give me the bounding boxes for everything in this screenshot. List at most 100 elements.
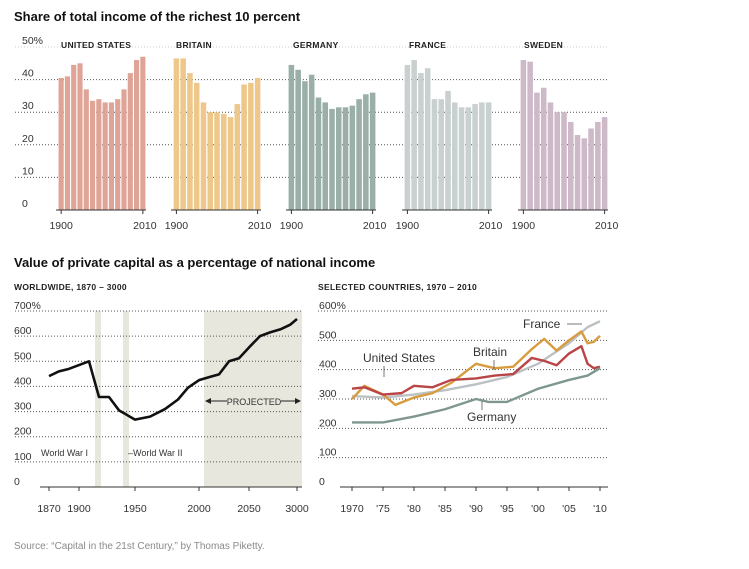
share-bar [438,99,445,210]
share-bar [248,82,254,210]
worldwide-y-tick-label: 400 [14,375,32,387]
source-note: Source: “Capital in the 21st Century,” b… [14,541,265,552]
projected-shade [204,311,302,487]
share-y-tick-label: 40 [22,68,34,80]
projected-annotation: PROJECTED [227,397,282,407]
share-bar [363,94,369,210]
share-bar [595,121,601,210]
share-bar [220,113,227,210]
united-states-label: United States [363,351,435,365]
share-bar [58,77,64,210]
share-x-tick-label: 1900 [280,220,304,232]
france-label: France [523,317,561,331]
share-bar [295,69,301,210]
worldwide-x-tick-label: 1900 [67,503,91,515]
selected-x-tick-label: '90 [469,503,483,515]
selected-x-tick-label: '75 [376,503,390,515]
worldwide-x-tick-label: 3000 [285,503,309,515]
share-x-tick-label: 2010 [363,220,387,232]
worldwide-y-tick-label: 200 [14,426,32,438]
selected-y-tick-label: 200 [319,417,337,429]
selected-x-tick-label: '95 [500,503,514,515]
share-bar [180,58,186,210]
share-y-tick-label: 30 [22,100,34,112]
selected-x-tick-label: 1970 [340,503,364,515]
share-bar [64,76,71,210]
share-bar [540,87,547,210]
worldwide-x-tick-label: 2050 [237,503,261,515]
selected-y-tick-label: 400 [319,359,337,371]
share-bar [89,100,96,210]
selected-y-tick-label: 600% [319,300,346,312]
share-bar [193,82,200,210]
share-bar [601,117,608,210]
selected-x-tick-label: '05 [562,503,576,515]
share-bar [472,104,478,210]
share-bar [445,91,451,210]
worldwide-subtitle: WORLDWIDE, 1870 – 3000 [14,282,127,292]
share-bar [574,135,581,210]
share-bar [369,92,376,210]
selected-x-tick-label: '00 [531,503,545,515]
share-x-tick-label: 2010 [133,220,157,232]
share-bar [127,73,133,210]
share-bar [102,102,108,210]
worldwide-x-tick-label: 1870 [37,503,61,515]
share-bar [108,102,115,210]
worldwide-y-tick-label: 500 [14,350,32,362]
share-bar [356,99,362,210]
share-bar [96,99,102,210]
britain-label: Britain [473,345,507,359]
share-x-tick-label: 1900 [165,220,189,232]
share-x-tick-label: 1900 [49,220,73,232]
share-bar [458,107,465,210]
share-bar [534,92,540,210]
projected-arrowhead-right [295,398,301,404]
share-bar [227,117,234,210]
worldwide-y-tick-label: 600 [14,325,32,337]
worldwide-y-tick-label: 100 [14,451,32,463]
worldwide-y-tick-label: 0 [14,476,20,488]
share-bar [485,102,492,210]
share-x-tick-label: 1900 [512,220,536,232]
capital-chart-title: Value of private capital as a percentage… [14,255,376,270]
share-bar [451,102,458,210]
share-bar [77,63,83,210]
share-x-tick-label: 1900 [396,220,420,232]
worldwide-y-tick-label: 300 [14,401,32,413]
share-bar [349,105,356,210]
share-bar [554,112,561,210]
share-panel-label: GERMANY [293,40,339,50]
share-bar [411,60,417,210]
share-bar [254,77,261,210]
selected-y-tick-label: 0 [319,476,325,488]
share-bar [567,121,574,210]
worldwide-y-tick-label: 700% [14,300,41,312]
share-x-tick-label: 2010 [479,220,503,232]
world-war-ii-annotation: –World War II [128,448,183,458]
selected-x-tick-label: '80 [407,503,421,515]
worldwide-capital-line [48,318,298,421]
share-bar [315,97,322,210]
selected-x-tick-label: '85 [438,503,452,515]
selected-y-tick-label: 300 [319,388,337,400]
share-y-tick-label: 0 [22,198,28,210]
share-bar [329,108,335,210]
share-panel-label: UNITED STATES [61,40,131,50]
britain-line [351,330,601,407]
share-bar [288,64,295,211]
share-bar [335,107,342,210]
share-panel-label: SWEDEN [524,40,563,50]
share-bar [200,102,207,210]
share-bar [71,64,77,211]
share-bar [561,112,567,210]
share-bar [547,102,554,210]
share-bar [140,56,146,210]
projected-arrowhead-left [205,398,211,404]
share-bar [431,99,438,210]
share-bar [404,64,411,211]
worldwide-x-tick-label: 2000 [187,503,211,515]
worldwide-x-tick-label: 1950 [123,503,147,515]
world-war-ii-shade [123,311,129,487]
